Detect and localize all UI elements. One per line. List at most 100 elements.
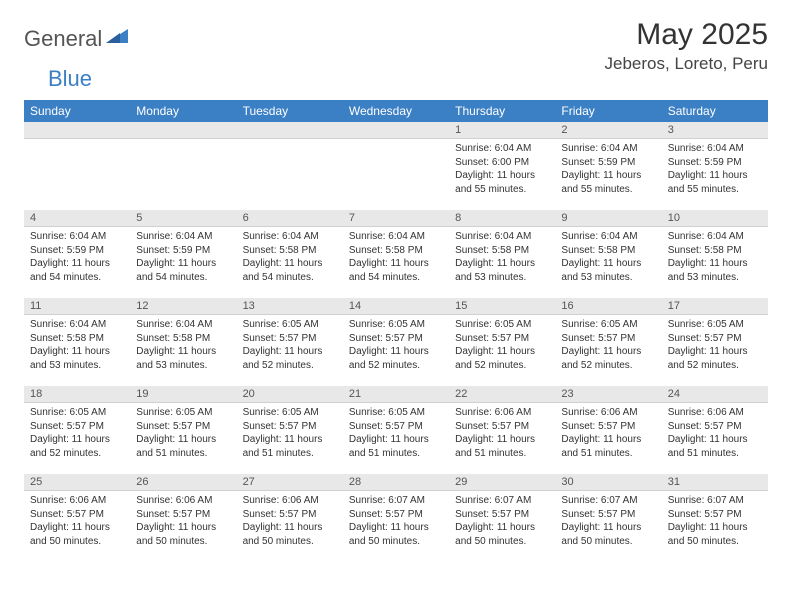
day-cell: 8Sunrise: 6:04 AMSunset: 5:58 PMDaylight…: [449, 210, 555, 298]
daylight-text: Daylight: 11 hours and 55 minutes.: [668, 169, 762, 196]
day-content: Sunrise: 6:06 AMSunset: 5:57 PMDaylight:…: [555, 403, 661, 464]
logo-text-blue: Blue: [48, 66, 92, 92]
sunset-text: Sunset: 5:57 PM: [30, 420, 124, 434]
daylight-text: Daylight: 11 hours and 51 minutes.: [668, 433, 762, 460]
day-number: 23: [555, 386, 661, 403]
sunset-text: Sunset: 5:58 PM: [349, 244, 443, 258]
day-content: Sunrise: 6:04 AMSunset: 5:59 PMDaylight:…: [130, 227, 236, 288]
day-cell: 24Sunrise: 6:06 AMSunset: 5:57 PMDayligh…: [662, 386, 768, 474]
day-number: 25: [24, 474, 130, 491]
day-number: 19: [130, 386, 236, 403]
sunset-text: Sunset: 5:57 PM: [668, 508, 762, 522]
day-cell: 4Sunrise: 6:04 AMSunset: 5:59 PMDaylight…: [24, 210, 130, 298]
sunset-text: Sunset: 5:57 PM: [561, 420, 655, 434]
sunset-text: Sunset: 5:57 PM: [243, 420, 337, 434]
day-cell: 10Sunrise: 6:04 AMSunset: 5:58 PMDayligh…: [662, 210, 768, 298]
day-content: Sunrise: 6:04 AMSunset: 5:59 PMDaylight:…: [555, 139, 661, 200]
daylight-text: Daylight: 11 hours and 50 minutes.: [455, 521, 549, 548]
sunset-text: Sunset: 5:57 PM: [243, 508, 337, 522]
day-content: Sunrise: 6:05 AMSunset: 5:57 PMDaylight:…: [237, 315, 343, 376]
sunrise-text: Sunrise: 6:05 AM: [243, 406, 337, 420]
sunrise-text: Sunrise: 6:05 AM: [561, 318, 655, 332]
day-number: 7: [343, 210, 449, 227]
daylight-text: Daylight: 11 hours and 54 minutes.: [136, 257, 230, 284]
day-content: Sunrise: 6:05 AMSunset: 5:57 PMDaylight:…: [343, 315, 449, 376]
week-row: 11Sunrise: 6:04 AMSunset: 5:58 PMDayligh…: [24, 298, 768, 386]
weekday-friday: Friday: [555, 100, 661, 122]
sunrise-text: Sunrise: 6:06 AM: [243, 494, 337, 508]
sunrise-text: Sunrise: 6:04 AM: [30, 230, 124, 244]
day-content: Sunrise: 6:07 AMSunset: 5:57 PMDaylight:…: [555, 491, 661, 552]
day-number: 21: [343, 386, 449, 403]
daylight-text: Daylight: 11 hours and 50 minutes.: [349, 521, 443, 548]
sunset-text: Sunset: 5:59 PM: [136, 244, 230, 258]
sunrise-text: Sunrise: 6:05 AM: [349, 406, 443, 420]
day-cell: [237, 122, 343, 210]
day-number: 22: [449, 386, 555, 403]
weekday-tuesday: Tuesday: [237, 100, 343, 122]
daylight-text: Daylight: 11 hours and 51 minutes.: [243, 433, 337, 460]
daylight-text: Daylight: 11 hours and 53 minutes.: [136, 345, 230, 372]
day-content: Sunrise: 6:06 AMSunset: 5:57 PMDaylight:…: [449, 403, 555, 464]
sunrise-text: Sunrise: 6:06 AM: [668, 406, 762, 420]
daylight-text: Daylight: 11 hours and 53 minutes.: [455, 257, 549, 284]
day-number: 12: [130, 298, 236, 315]
sunrise-text: Sunrise: 6:04 AM: [455, 230, 549, 244]
weeks-container: 1Sunrise: 6:04 AMSunset: 6:00 PMDaylight…: [24, 122, 768, 562]
sunset-text: Sunset: 5:57 PM: [668, 332, 762, 346]
day-cell: 27Sunrise: 6:06 AMSunset: 5:57 PMDayligh…: [237, 474, 343, 562]
day-content: Sunrise: 6:04 AMSunset: 6:00 PMDaylight:…: [449, 139, 555, 200]
sunrise-text: Sunrise: 6:05 AM: [349, 318, 443, 332]
day-cell: 19Sunrise: 6:05 AMSunset: 5:57 PMDayligh…: [130, 386, 236, 474]
daylight-text: Daylight: 11 hours and 53 minutes.: [668, 257, 762, 284]
sunrise-text: Sunrise: 6:07 AM: [561, 494, 655, 508]
sunset-text: Sunset: 5:58 PM: [668, 244, 762, 258]
sunset-text: Sunset: 5:59 PM: [561, 156, 655, 170]
location-label: Jeberos, Loreto, Peru: [605, 54, 768, 74]
day-cell: 30Sunrise: 6:07 AMSunset: 5:57 PMDayligh…: [555, 474, 661, 562]
sunrise-text: Sunrise: 6:04 AM: [349, 230, 443, 244]
day-cell: 3Sunrise: 6:04 AMSunset: 5:59 PMDaylight…: [662, 122, 768, 210]
weekday-header-row: Sunday Monday Tuesday Wednesday Thursday…: [24, 100, 768, 122]
sunset-text: Sunset: 6:00 PM: [455, 156, 549, 170]
sunrise-text: Sunrise: 6:04 AM: [668, 142, 762, 156]
sunset-text: Sunset: 5:57 PM: [455, 420, 549, 434]
weekday-monday: Monday: [130, 100, 236, 122]
day-content: Sunrise: 6:04 AMSunset: 5:58 PMDaylight:…: [343, 227, 449, 288]
sunset-text: Sunset: 5:57 PM: [561, 508, 655, 522]
day-content: Sunrise: 6:04 AMSunset: 5:58 PMDaylight:…: [237, 227, 343, 288]
day-cell: 17Sunrise: 6:05 AMSunset: 5:57 PMDayligh…: [662, 298, 768, 386]
day-number: 2: [555, 122, 661, 139]
day-number: 4: [24, 210, 130, 227]
daylight-text: Daylight: 11 hours and 53 minutes.: [561, 257, 655, 284]
empty-day-bar: [343, 122, 449, 139]
day-cell: 14Sunrise: 6:05 AMSunset: 5:57 PMDayligh…: [343, 298, 449, 386]
day-number: 15: [449, 298, 555, 315]
daylight-text: Daylight: 11 hours and 52 minutes.: [30, 433, 124, 460]
day-cell: 22Sunrise: 6:06 AMSunset: 5:57 PMDayligh…: [449, 386, 555, 474]
day-number: 20: [237, 386, 343, 403]
sunrise-text: Sunrise: 6:07 AM: [668, 494, 762, 508]
weekday-sunday: Sunday: [24, 100, 130, 122]
day-cell: [24, 122, 130, 210]
sunrise-text: Sunrise: 6:04 AM: [561, 230, 655, 244]
day-content: Sunrise: 6:05 AMSunset: 5:57 PMDaylight:…: [662, 315, 768, 376]
day-content: Sunrise: 6:04 AMSunset: 5:58 PMDaylight:…: [662, 227, 768, 288]
weekday-thursday: Thursday: [449, 100, 555, 122]
day-content: Sunrise: 6:07 AMSunset: 5:57 PMDaylight:…: [662, 491, 768, 552]
empty-day-bar: [237, 122, 343, 139]
sunset-text: Sunset: 5:57 PM: [136, 420, 230, 434]
daylight-text: Daylight: 11 hours and 55 minutes.: [455, 169, 549, 196]
sunrise-text: Sunrise: 6:06 AM: [561, 406, 655, 420]
day-cell: 23Sunrise: 6:06 AMSunset: 5:57 PMDayligh…: [555, 386, 661, 474]
day-content: Sunrise: 6:04 AMSunset: 5:58 PMDaylight:…: [130, 315, 236, 376]
week-row: 18Sunrise: 6:05 AMSunset: 5:57 PMDayligh…: [24, 386, 768, 474]
daylight-text: Daylight: 11 hours and 51 minutes.: [349, 433, 443, 460]
day-cell: 13Sunrise: 6:05 AMSunset: 5:57 PMDayligh…: [237, 298, 343, 386]
day-number: 13: [237, 298, 343, 315]
day-cell: 31Sunrise: 6:07 AMSunset: 5:57 PMDayligh…: [662, 474, 768, 562]
day-number: 14: [343, 298, 449, 315]
sunrise-text: Sunrise: 6:04 AM: [455, 142, 549, 156]
sunset-text: Sunset: 5:58 PM: [561, 244, 655, 258]
day-content: Sunrise: 6:06 AMSunset: 5:57 PMDaylight:…: [237, 491, 343, 552]
